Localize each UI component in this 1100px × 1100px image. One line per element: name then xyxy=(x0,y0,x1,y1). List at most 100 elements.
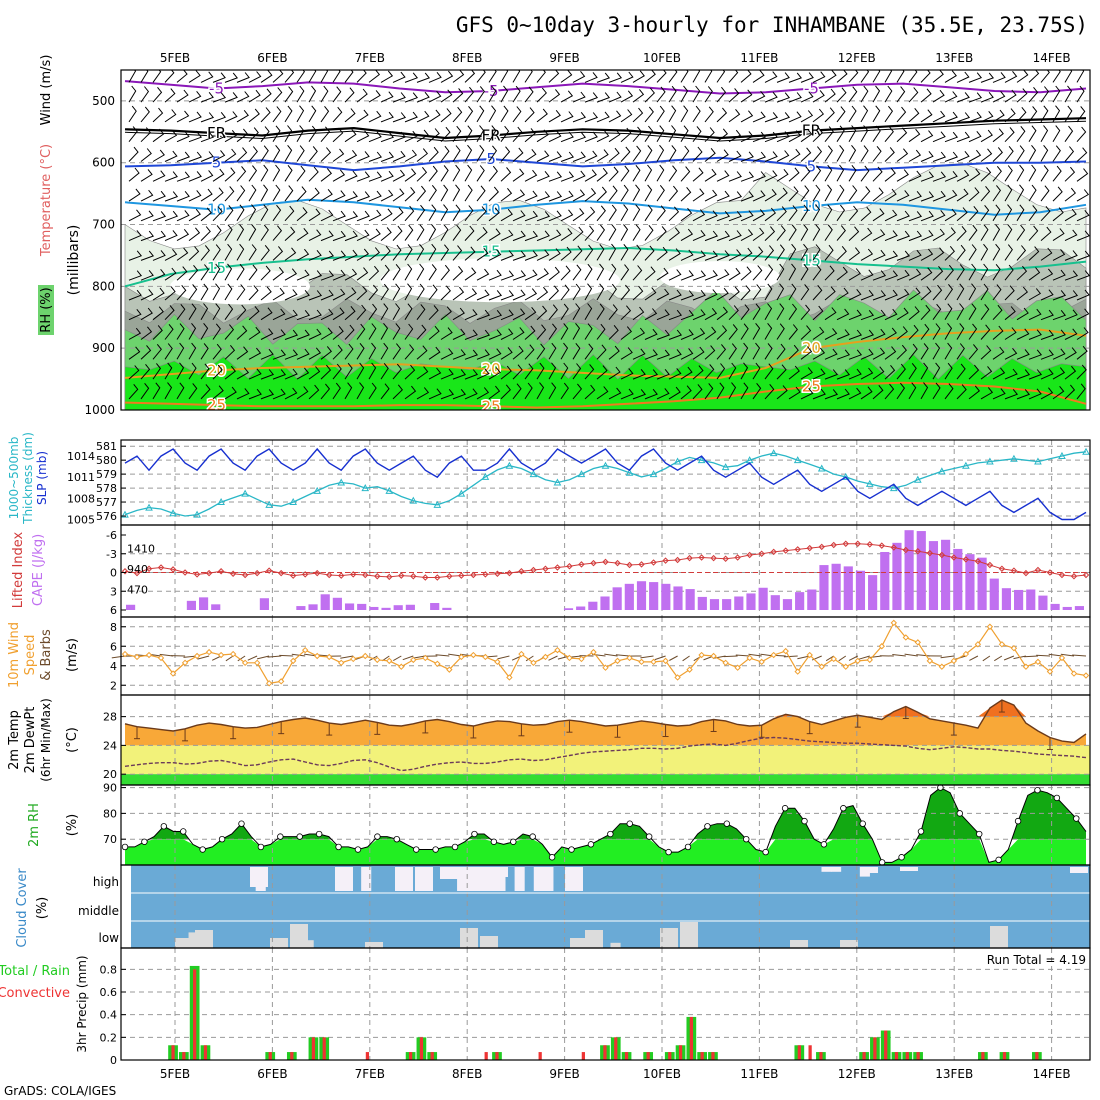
precip-conv-bar xyxy=(819,1052,823,1060)
wind-barb xyxy=(896,169,909,182)
wind-barb xyxy=(320,270,335,281)
cape-bar xyxy=(563,608,574,610)
wind-barb xyxy=(380,322,389,340)
wind-barb xyxy=(320,126,331,143)
wind-barb xyxy=(848,205,859,222)
wind-barb xyxy=(992,388,1006,400)
wind-barb xyxy=(596,224,606,241)
wind-barb xyxy=(992,90,1006,103)
wind-barb xyxy=(344,108,356,123)
wind-barb xyxy=(692,289,706,301)
wind-barb xyxy=(440,224,449,241)
cape-bar xyxy=(697,596,707,610)
rh-point xyxy=(878,859,886,866)
rh-point xyxy=(917,828,925,835)
wind-barb xyxy=(128,308,142,321)
wind-barb xyxy=(188,383,198,400)
rh-point xyxy=(859,820,866,827)
cape-tick-label: 470 xyxy=(127,584,148,597)
y-tick-label: 2 xyxy=(110,679,117,692)
cape-bar xyxy=(916,531,926,610)
li-point xyxy=(458,572,465,579)
wind-barb xyxy=(932,323,941,340)
wind-barb xyxy=(944,264,954,281)
wind-barb xyxy=(188,362,197,380)
wind-barb xyxy=(152,190,166,202)
wind-barb xyxy=(1040,185,1050,202)
wind-barb xyxy=(896,250,911,261)
wind-barb xyxy=(992,325,1004,340)
wind-barb xyxy=(1052,125,1061,142)
dew-band xyxy=(121,745,1090,775)
cape-bar xyxy=(612,587,622,610)
wind-barb xyxy=(272,125,281,142)
wind-barb xyxy=(344,324,355,340)
wind-barb xyxy=(224,365,237,380)
cape-bar xyxy=(381,607,391,610)
wind-barb xyxy=(620,284,631,301)
wind-barb xyxy=(512,364,523,380)
cloud-low-bar xyxy=(570,938,588,948)
thickness-point xyxy=(1034,457,1042,465)
wind-barb xyxy=(620,224,629,241)
wind-barb xyxy=(560,209,574,222)
wind-barb xyxy=(200,245,210,261)
wind-barb xyxy=(344,191,358,202)
wind-barb xyxy=(488,70,497,83)
li-point xyxy=(1082,571,1090,579)
cape-bar xyxy=(393,605,403,610)
wind-barb xyxy=(452,245,463,261)
wind-barb xyxy=(1076,345,1088,360)
wind-barb xyxy=(344,211,359,222)
li-point xyxy=(494,570,501,577)
wind-barb xyxy=(464,164,473,182)
wind-barb xyxy=(920,248,934,261)
wind-barb xyxy=(128,146,139,162)
wind10-point xyxy=(157,654,165,662)
wind-barb xyxy=(752,284,762,301)
wind-barb xyxy=(140,86,150,103)
wind-barb xyxy=(692,327,706,340)
wind-barb xyxy=(464,246,476,261)
li-point xyxy=(253,569,261,577)
wind-barb xyxy=(992,72,1006,83)
wind-barb xyxy=(1028,246,1040,261)
wind-barb xyxy=(908,149,922,162)
li-point xyxy=(217,568,225,575)
wind-barb xyxy=(1040,309,1054,321)
rh-point xyxy=(160,823,168,830)
y-tick-label: 0.8 xyxy=(100,963,118,976)
wind-barb xyxy=(548,89,561,103)
wind-barb xyxy=(308,146,318,162)
wind-barb xyxy=(620,368,634,380)
wind-barb xyxy=(176,171,191,182)
wind-barb xyxy=(272,308,286,321)
contour-5 xyxy=(124,156,1087,172)
wind-barb xyxy=(740,229,754,242)
cape-bar xyxy=(843,566,853,610)
wind-barb xyxy=(944,208,957,222)
wind-barb xyxy=(788,72,803,83)
wind-barb xyxy=(536,211,551,222)
wind-barb xyxy=(992,165,1002,182)
wind-barb xyxy=(212,244,221,261)
wind10-point xyxy=(866,656,873,664)
wind-barb xyxy=(692,250,706,261)
wind-barb xyxy=(524,148,537,162)
wind-barb xyxy=(980,91,994,103)
wind-barb xyxy=(1028,125,1037,142)
wind-barb xyxy=(1016,265,1028,281)
wind-barb xyxy=(140,345,152,360)
wind10-point xyxy=(374,656,381,664)
wind-barb xyxy=(1052,309,1067,321)
wind-barb xyxy=(776,343,786,360)
wind-barb xyxy=(380,170,394,182)
wind-barb xyxy=(740,285,751,301)
wind-barb xyxy=(140,382,150,400)
cape-bar xyxy=(344,603,355,610)
wind-barb xyxy=(1052,269,1066,281)
wind-barb xyxy=(500,270,515,281)
wind-barb xyxy=(152,325,163,340)
wind-barb xyxy=(848,164,857,182)
